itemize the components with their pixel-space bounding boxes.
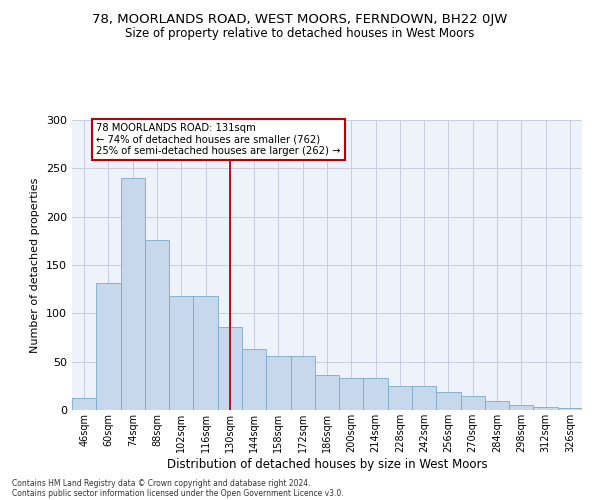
Text: Contains public sector information licensed under the Open Government Licence v3: Contains public sector information licen…	[12, 488, 344, 498]
Bar	[72, 398, 96, 410]
Bar	[558, 408, 582, 410]
Bar	[461, 396, 485, 410]
Bar	[145, 240, 169, 410]
Bar	[315, 375, 339, 410]
Bar	[121, 178, 145, 410]
Y-axis label: Number of detached properties: Number of detached properties	[31, 178, 40, 352]
Bar	[290, 356, 315, 410]
Bar	[339, 378, 364, 410]
Bar	[485, 402, 509, 410]
Bar	[169, 296, 193, 410]
Text: 78, MOORLANDS ROAD, WEST MOORS, FERNDOWN, BH22 0JW: 78, MOORLANDS ROAD, WEST MOORS, FERNDOWN…	[92, 12, 508, 26]
Bar	[218, 327, 242, 410]
Bar	[533, 407, 558, 410]
Bar	[388, 386, 412, 410]
X-axis label: Distribution of detached houses by size in West Moors: Distribution of detached houses by size …	[167, 458, 487, 470]
Text: Contains HM Land Registry data © Crown copyright and database right 2024.: Contains HM Land Registry data © Crown c…	[12, 478, 311, 488]
Bar	[436, 392, 461, 410]
Bar	[242, 349, 266, 410]
Bar	[412, 386, 436, 410]
Bar	[96, 284, 121, 410]
Bar	[266, 356, 290, 410]
Text: 78 MOORLANDS ROAD: 131sqm
← 74% of detached houses are smaller (762)
25% of semi: 78 MOORLANDS ROAD: 131sqm ← 74% of detac…	[96, 123, 341, 156]
Bar	[193, 296, 218, 410]
Bar	[364, 378, 388, 410]
Bar	[509, 405, 533, 410]
Text: Size of property relative to detached houses in West Moors: Size of property relative to detached ho…	[125, 28, 475, 40]
